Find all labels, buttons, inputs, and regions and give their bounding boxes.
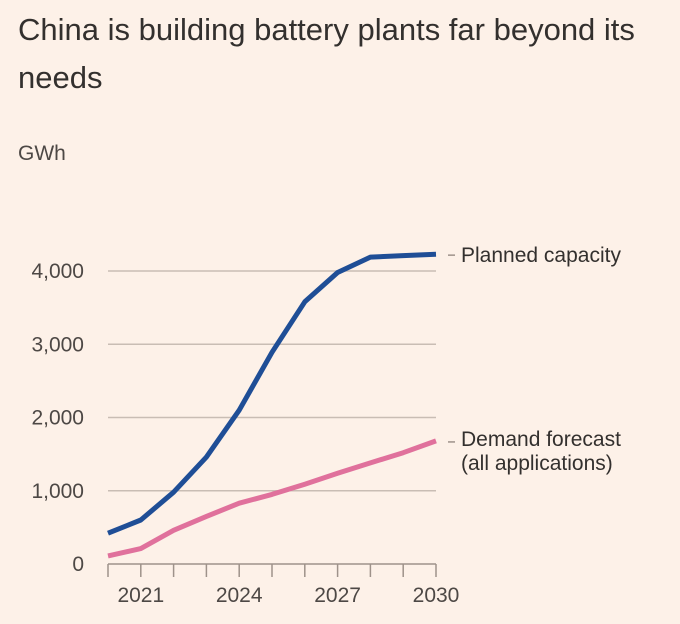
series-line-demand-forecast bbox=[107, 438, 437, 559]
y-axis-tick-labels: 0 1,000 2,000 3,000 4,000 bbox=[31, 260, 84, 576]
series-line-planned-capacity bbox=[107, 251, 437, 536]
series-label: Planned capacity bbox=[461, 244, 621, 267]
series-label: (all applications) bbox=[461, 452, 613, 475]
y-tick-label: 4,000 bbox=[31, 260, 84, 283]
x-axis: 2021 2024 2027 2030 bbox=[107, 563, 460, 607]
x-tick-label: 2030 bbox=[413, 584, 460, 607]
x-tick-label: 2024 bbox=[216, 584, 263, 607]
series-label: Demand forecast bbox=[461, 428, 621, 451]
y-tick-label: 1,000 bbox=[31, 480, 84, 503]
series-lines bbox=[107, 251, 437, 559]
direct-labels: Planned capacity Demand forecast(all appl… bbox=[448, 244, 621, 475]
chart-title: China is building battery plants far bey… bbox=[18, 12, 635, 95]
x-tick-label: 2021 bbox=[117, 584, 164, 607]
y-tick-label: 2,000 bbox=[31, 407, 84, 430]
y-tick-label: 0 bbox=[72, 553, 84, 576]
gridlines bbox=[108, 270, 436, 492]
y-axis-unit-label: GWh bbox=[18, 142, 66, 165]
x-tick-label: 2027 bbox=[314, 584, 361, 607]
y-tick-label: 3,000 bbox=[31, 333, 84, 356]
